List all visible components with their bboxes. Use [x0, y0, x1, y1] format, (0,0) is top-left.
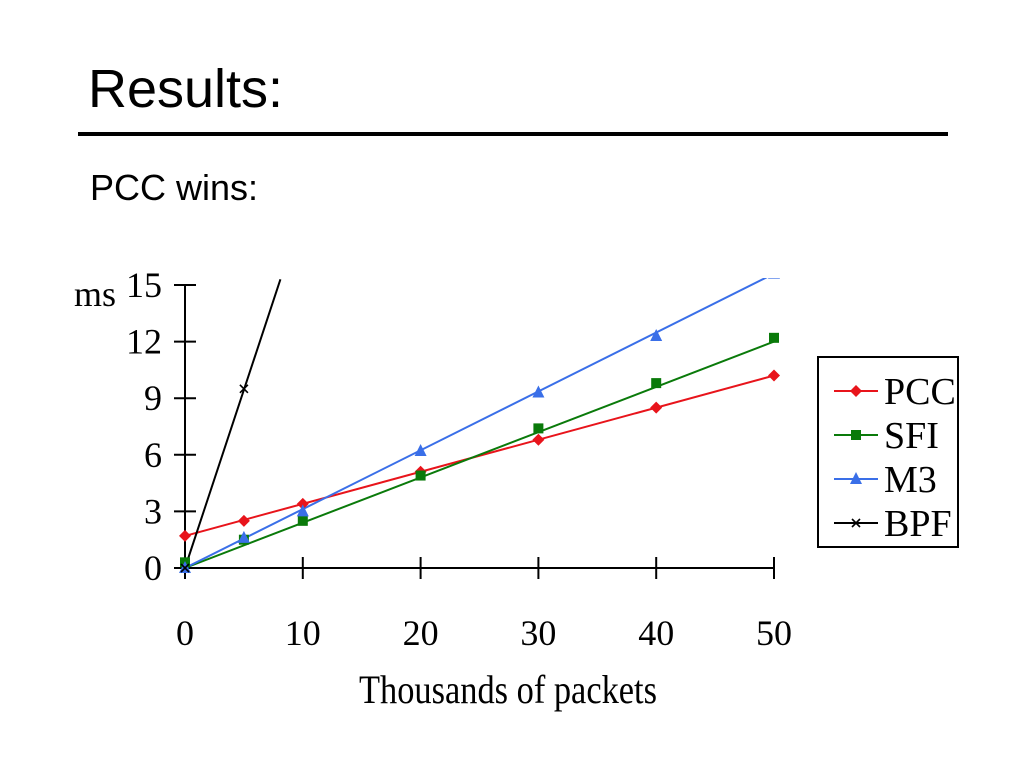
data-point-pcc	[296, 497, 309, 510]
legend-label-m3: M3	[884, 459, 937, 501]
data-point-pcc	[532, 433, 545, 446]
series-line-bpf	[184, 279, 282, 569]
slide-subtitle: PCC wins:	[90, 167, 259, 208]
slide-title: Results:	[88, 59, 284, 119]
data-point-bpf	[180, 563, 190, 573]
x-tick-label: 40	[638, 613, 674, 653]
data-point-m3	[237, 530, 250, 543]
x-tick-label: 30	[520, 613, 556, 653]
y-tick-label: 12	[126, 322, 162, 362]
data-point-m3	[650, 328, 663, 341]
data-point-m3	[532, 385, 545, 398]
data-point-pcc	[179, 529, 191, 542]
y-tick-label: 3	[144, 491, 162, 531]
data-point-m3	[414, 444, 427, 457]
y-tick-label: 9	[144, 378, 162, 418]
data-point-m3	[296, 504, 309, 517]
y-tick-label: 15	[126, 265, 162, 305]
x-tick-label: 0	[176, 613, 194, 653]
data-point-sfi	[651, 378, 662, 389]
x-axis-label: Thousands of packets	[359, 667, 657, 712]
legend-marker-sfi	[851, 430, 861, 440]
legend-label-sfi: SFI	[884, 415, 939, 457]
data-point-m3	[768, 278, 780, 279]
legend-marker-m3	[850, 472, 862, 484]
x-tick-label: 50	[756, 613, 792, 653]
series-line-sfi	[184, 340, 775, 569]
series-lines	[184, 278, 775, 569]
title-rule	[78, 132, 948, 136]
data-point-pcc	[650, 401, 663, 414]
legend-label-bpf: BPF	[884, 503, 952, 545]
data-point-sfi	[533, 423, 544, 434]
x-tick-label: 20	[403, 613, 439, 653]
data-point-pcc	[237, 514, 250, 527]
y-axis-label: ms	[74, 274, 116, 314]
data-point-bpf	[239, 384, 249, 394]
data-point-sfi	[415, 470, 426, 481]
data-point-pcc	[768, 369, 780, 382]
axes: 0 10 20 30 40 50 0 3 6 9 12 15	[126, 265, 792, 653]
series-markers	[179, 278, 780, 573]
y-tick-label: 6	[144, 435, 162, 475]
x-tick-label: 10	[285, 613, 321, 653]
legend-marker-pcc	[850, 385, 862, 397]
data-point-sfi	[297, 515, 308, 526]
legend-marker-bpf	[851, 518, 861, 528]
legend-label-pcc: PCC	[884, 371, 956, 413]
legend-box	[817, 356, 959, 548]
y-tick-label: 0	[144, 548, 162, 588]
series-line-m3	[184, 278, 768, 569]
data-point-sfi	[769, 332, 779, 343]
